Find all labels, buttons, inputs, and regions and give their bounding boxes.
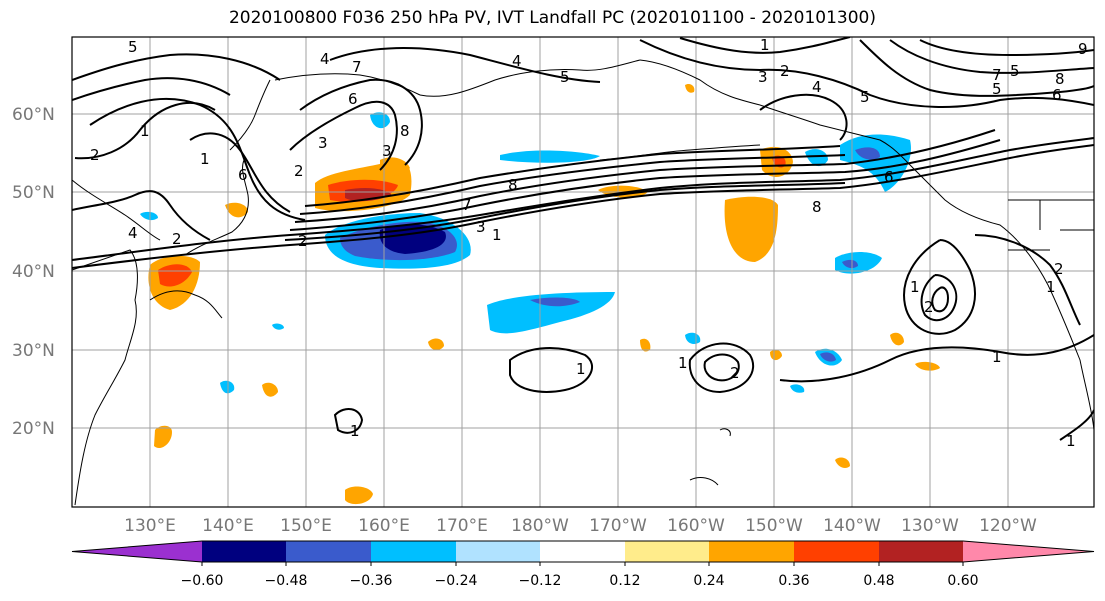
svg-text:1: 1 bbox=[350, 422, 360, 440]
colorbar-segment bbox=[879, 541, 963, 562]
svg-text:2: 2 bbox=[730, 364, 740, 382]
lon-label: 160°W bbox=[667, 516, 725, 536]
svg-text:4: 4 bbox=[512, 52, 522, 70]
svg-text:3: 3 bbox=[758, 68, 768, 86]
map-panel bbox=[72, 37, 1094, 507]
lon-label: 150°E bbox=[280, 516, 332, 536]
colorbar-tick-label: 0.12 bbox=[609, 573, 640, 589]
svg-text:4: 4 bbox=[812, 78, 822, 96]
lon-label: 160°E bbox=[358, 516, 410, 536]
svg-text:2: 2 bbox=[1054, 260, 1064, 278]
colorbar bbox=[71, 540, 1095, 566]
svg-text:5: 5 bbox=[1010, 62, 1020, 80]
svg-text:6: 6 bbox=[884, 168, 894, 186]
lon-label: 140°E bbox=[202, 516, 254, 536]
svg-text:1: 1 bbox=[1066, 432, 1076, 450]
colorbar-tick-label: −0.48 bbox=[265, 573, 308, 589]
svg-text:5: 5 bbox=[560, 68, 570, 86]
svg-text:8: 8 bbox=[400, 122, 410, 140]
colorbar-segment bbox=[963, 541, 1094, 562]
svg-text:4: 4 bbox=[320, 50, 330, 68]
svg-text:2: 2 bbox=[172, 230, 182, 248]
svg-text:6: 6 bbox=[348, 90, 358, 108]
lat-label-50n: 50°N bbox=[12, 183, 55, 203]
svg-text:1: 1 bbox=[992, 348, 1002, 366]
svg-text:3: 3 bbox=[476, 218, 486, 236]
colorbar-tick-label: 0.60 bbox=[947, 573, 978, 589]
svg-text:1: 1 bbox=[910, 278, 920, 296]
svg-text:7: 7 bbox=[992, 66, 1002, 84]
lon-label: 120°W bbox=[979, 516, 1037, 536]
colorbar-tick-label: 0.24 bbox=[693, 573, 724, 589]
colorbar-tick-labels: −0.60 −0.48 −0.36 −0.24 −0.12 0.12 0.24 … bbox=[181, 573, 979, 589]
colorbar-segment bbox=[286, 541, 371, 562]
svg-text:8: 8 bbox=[508, 176, 518, 194]
positive-anomaly-patches bbox=[148, 83, 940, 505]
lat-label-30n: 30°N bbox=[12, 341, 55, 361]
colorbar-segment bbox=[709, 541, 794, 562]
lon-label: 170°W bbox=[589, 516, 647, 536]
colorbar-segment bbox=[540, 541, 625, 562]
svg-text:1: 1 bbox=[200, 150, 210, 168]
svg-text:2: 2 bbox=[298, 232, 308, 250]
svg-text:3: 3 bbox=[382, 142, 392, 160]
svg-text:2: 2 bbox=[780, 62, 790, 80]
chart-title: 2020100800 F036 250 hPa PV, IVT Landfall… bbox=[228, 8, 876, 28]
svg-text:2: 2 bbox=[294, 162, 304, 180]
svg-text:1: 1 bbox=[576, 360, 586, 378]
lon-label: 130°E bbox=[124, 516, 176, 536]
svg-text:8: 8 bbox=[1055, 70, 1065, 88]
svg-text:1: 1 bbox=[678, 354, 688, 372]
longitude-labels: 130°E 140°E 150°E 160°E 170°E 180°W 170°… bbox=[124, 516, 1037, 536]
svg-text:5: 5 bbox=[992, 80, 1002, 98]
colorbar-tick-label: −0.36 bbox=[350, 573, 393, 589]
svg-text:1: 1 bbox=[760, 36, 770, 54]
colorbar-segment bbox=[794, 541, 879, 562]
colorbar-segment bbox=[72, 541, 202, 562]
map-frame bbox=[71, 36, 1095, 508]
colorbar-tick-label: −0.12 bbox=[519, 573, 562, 589]
lon-label: 130°W bbox=[901, 516, 959, 536]
svg-text:7: 7 bbox=[352, 58, 362, 76]
colorbar-segment bbox=[625, 541, 709, 562]
lon-label: 150°W bbox=[745, 516, 803, 536]
svg-text:3: 3 bbox=[318, 134, 328, 152]
svg-text:4: 4 bbox=[128, 224, 138, 242]
map-content: 5 1 7 2 4 3 8 6 5 1 3 2 4 5 8 6 7 5 1 2 … bbox=[72, 36, 1094, 507]
svg-text:6: 6 bbox=[1052, 86, 1062, 104]
svg-text:9: 9 bbox=[1078, 40, 1088, 58]
svg-text:1: 1 bbox=[140, 122, 150, 140]
lon-label: 140°W bbox=[823, 516, 881, 536]
svg-text:1: 1 bbox=[492, 226, 502, 244]
colorbar-tick-label: −0.24 bbox=[435, 573, 478, 589]
colorbar-tick-label: −0.60 bbox=[181, 573, 224, 589]
colorbar-tick-label: 0.48 bbox=[863, 573, 894, 589]
lat-label-20n: 20°N bbox=[12, 419, 55, 439]
colorbar-segment bbox=[202, 541, 286, 562]
svg-text:5: 5 bbox=[860, 88, 870, 106]
graticule bbox=[72, 37, 1094, 507]
pv-contours bbox=[72, 37, 1094, 441]
lon-label: 170°E bbox=[436, 516, 488, 536]
svg-text:1: 1 bbox=[1046, 278, 1056, 296]
svg-text:7: 7 bbox=[462, 196, 472, 214]
svg-text:6: 6 bbox=[238, 166, 248, 184]
lon-label: 180°W bbox=[511, 516, 569, 536]
negative-anomaly-patches bbox=[140, 112, 911, 394]
lat-label-60n: 60°N bbox=[12, 105, 55, 125]
colorbar-segment bbox=[371, 541, 456, 562]
lat-label-40n: 40°N bbox=[12, 262, 55, 282]
colorbar-segment bbox=[456, 541, 540, 562]
svg-text:8: 8 bbox=[812, 198, 822, 216]
latitude-labels: 60°N 50°N 40°N 30°N 20°N bbox=[12, 105, 55, 439]
svg-text:2: 2 bbox=[90, 146, 100, 164]
colorbar-tick-label: 0.36 bbox=[778, 573, 809, 589]
contour-labels: 5 1 7 2 4 3 8 6 5 1 3 2 4 5 8 6 7 5 1 2 … bbox=[90, 36, 1088, 450]
svg-text:5: 5 bbox=[128, 38, 138, 56]
svg-text:2: 2 bbox=[924, 298, 934, 316]
